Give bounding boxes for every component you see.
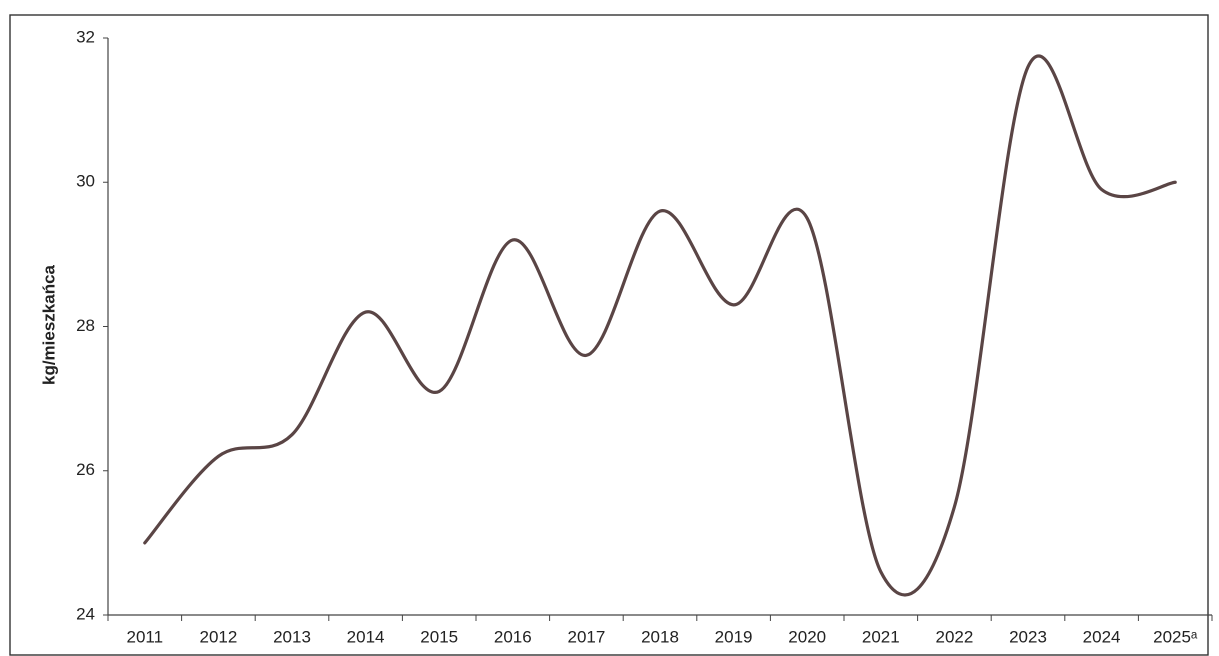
x-tick-label: 2014 — [347, 627, 385, 646]
y-tick-label: 28 — [76, 316, 95, 335]
series-layer — [143, 54, 1177, 597]
x-tick-label: 2011 — [127, 627, 164, 646]
x-tick-label: 2024 — [1083, 627, 1121, 646]
chart-frame — [9, 14, 1209, 656]
series-line — [143, 54, 1177, 597]
x-axis: 2011 2012 2013 2014 2015 2016 2017 2018 2019 2020… — [107, 614, 1213, 646]
x-tick-label: 2013 — [273, 627, 311, 646]
x-tick-label: 2023 — [1009, 627, 1047, 646]
x-tick-label: 2022 — [935, 627, 973, 646]
y-tick-label: 30 — [76, 172, 95, 191]
x-tick-label: 2015 — [420, 627, 458, 646]
x-tick-label: 2019 — [715, 627, 753, 646]
y-tick-label: 24 — [76, 604, 95, 623]
x-tick-label: 2025ᵃ — [1153, 627, 1198, 646]
x-tick-label: 2016 — [494, 627, 532, 646]
x-tick-label: 2012 — [199, 627, 237, 646]
y-axis-title: kg/mieszkańca — [39, 264, 58, 385]
x-tick-label: 2018 — [641, 627, 679, 646]
x-tick-label: 2021 — [862, 627, 900, 646]
x-tick-label: 2017 — [567, 627, 605, 646]
y-tick-label: 26 — [76, 460, 95, 479]
x-tick-label: 2020 — [788, 627, 826, 646]
y-axis: 24 26 28 30 32 — [76, 27, 109, 623]
y-tick-label: 32 — [76, 27, 95, 46]
